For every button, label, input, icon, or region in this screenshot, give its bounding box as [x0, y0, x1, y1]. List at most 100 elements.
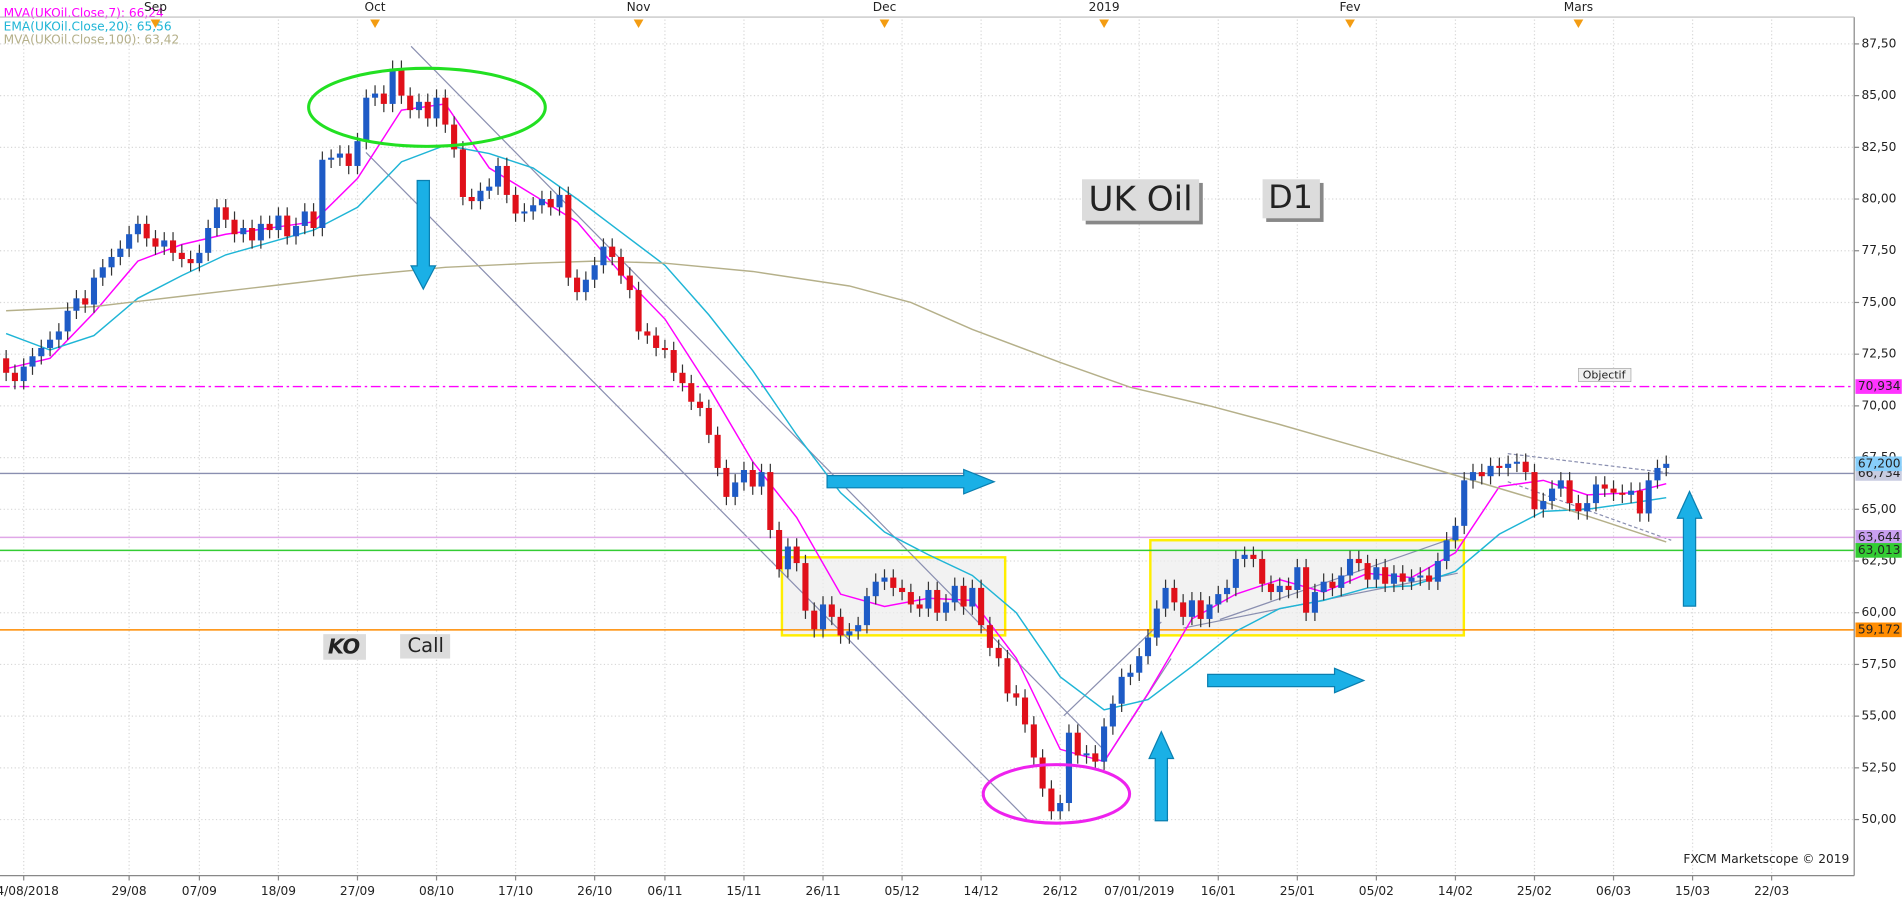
month-label: Mars [1564, 0, 1593, 14]
candle-body [1171, 587, 1178, 603]
label-box [1578, 367, 1632, 383]
candle-body [644, 331, 651, 336]
x-tick-label: 26/12 [1043, 884, 1078, 898]
candle-body [1531, 472, 1538, 510]
candle-body [424, 101, 431, 119]
candle-body [916, 604, 923, 609]
y-tick-label: 80,00 [1862, 192, 1897, 206]
price-tag [1855, 530, 1902, 545]
candle-body [828, 604, 835, 617]
candle-body [284, 215, 291, 237]
arrow-right [826, 468, 996, 495]
price-tag-label: 70,934 [1858, 379, 1901, 393]
candle-body [1663, 463, 1670, 468]
candle-body [1101, 726, 1108, 762]
y-tick-label: 65,00 [1862, 502, 1897, 516]
candle-body [134, 223, 141, 235]
candle-body [1180, 602, 1187, 617]
x-tick-label: 07/01/2019 [1104, 884, 1174, 898]
candle-body [213, 207, 221, 229]
candle-body [1039, 757, 1046, 789]
candle-body [1144, 637, 1152, 657]
candle-body [705, 407, 712, 435]
candle-body [732, 482, 739, 497]
x-tick-label: 08/10 [419, 884, 454, 898]
price-tag [1855, 379, 1902, 394]
candle-body [1285, 585, 1292, 590]
candle-body [1311, 592, 1318, 613]
candle-body [907, 592, 914, 605]
candle-body [20, 366, 27, 382]
levels [0, 385, 1855, 631]
candle-body [978, 587, 985, 626]
candle-body [1496, 465, 1503, 468]
candle-body [547, 199, 554, 208]
candle-body [1575, 503, 1582, 512]
month-label: Dec [873, 0, 897, 14]
candle-body [345, 153, 352, 166]
candle-body [1188, 600, 1195, 617]
legend-entry: EMA(UKOil.Close,20): 65,56 [4, 19, 172, 33]
x-tick-label: 25/01 [1280, 884, 1315, 898]
candle-body [433, 97, 440, 119]
candle-body [1267, 583, 1275, 593]
candle-body [521, 211, 528, 214]
candle-body [890, 577, 897, 588]
candle-body [1364, 563, 1371, 580]
candle-body [626, 275, 633, 291]
candle-body [1250, 554, 1257, 559]
candle-body [1636, 490, 1643, 514]
candle-body [1452, 525, 1459, 541]
candle-body [600, 246, 607, 266]
candle-body [1592, 484, 1600, 504]
candle-body [380, 93, 387, 104]
candle-body [1320, 581, 1327, 593]
price-tag-label: 59,172 [1858, 622, 1901, 636]
candle-body [960, 585, 967, 607]
candle-body [609, 246, 616, 257]
candle-body [1557, 480, 1564, 489]
candle-body [47, 339, 54, 348]
x-tick-label: 07/09 [182, 884, 217, 898]
x-tick-label: 26/10 [577, 884, 612, 898]
arrow-down [410, 179, 437, 291]
ko-label: KO [328, 635, 360, 659]
candle-body [257, 223, 264, 241]
candle-body [82, 298, 89, 305]
candle-body [793, 546, 800, 564]
month-marker [633, 19, 644, 29]
arrow-up [1148, 730, 1175, 822]
candle-body [143, 223, 150, 239]
x-tick-label: 16/01 [1201, 884, 1236, 898]
candle-body [863, 596, 870, 626]
candle-body [73, 298, 80, 311]
candle-body [354, 141, 361, 166]
candle-body [1513, 461, 1520, 464]
candle-body [1162, 587, 1169, 609]
candle-body [1566, 480, 1573, 504]
x-tick-label: 15/03 [1675, 884, 1710, 898]
candle-body [1197, 600, 1204, 619]
candle-body [538, 199, 545, 206]
candle-body [178, 252, 185, 260]
month-marker [879, 19, 890, 29]
candle-body [336, 153, 343, 158]
candle-body [1153, 608, 1160, 638]
x-tick-label: 05/02 [1359, 884, 1394, 898]
candle-body [1610, 488, 1617, 493]
price-tag-label: 63,013 [1858, 543, 1901, 557]
candle-body [1390, 573, 1397, 584]
y-tick-label: 87,50 [1862, 36, 1897, 50]
candle-body [512, 194, 519, 214]
candle-body [108, 256, 115, 268]
candle-body [310, 211, 317, 229]
candle-body [459, 149, 466, 197]
highlight-ellipse [981, 763, 1132, 825]
candle-body [1338, 575, 1345, 588]
candle-body [1057, 803, 1064, 812]
candle-body [1417, 575, 1424, 578]
candle-body [951, 585, 958, 603]
candle-body [995, 647, 1002, 659]
candle-body [1065, 732, 1073, 804]
candle-body [565, 194, 572, 278]
